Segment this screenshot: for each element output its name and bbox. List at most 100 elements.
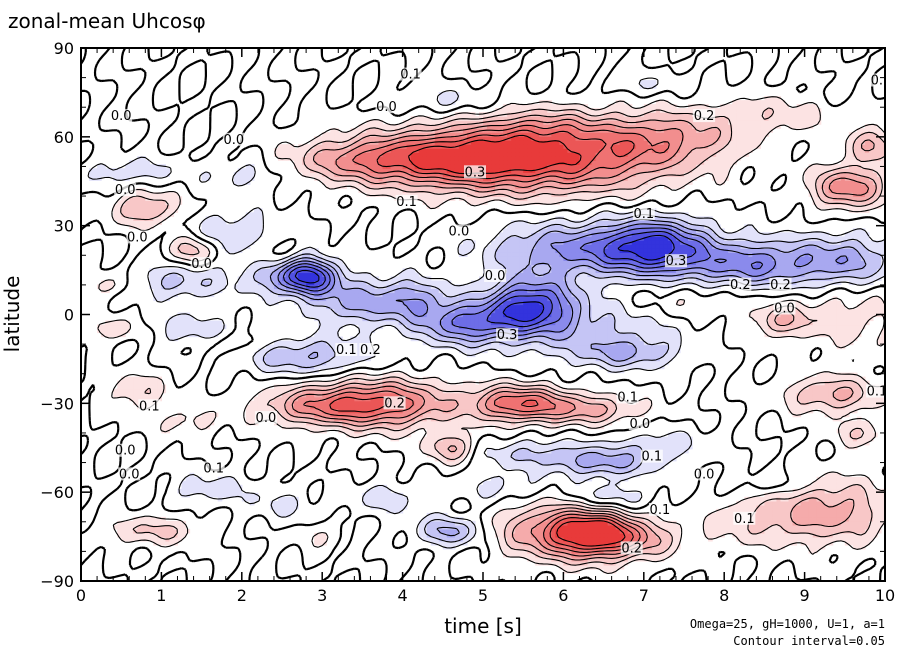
shade-cell — [800, 408, 806, 414]
shade-cell — [800, 496, 806, 502]
shade-cell — [366, 496, 372, 502]
shade-cell — [651, 436, 657, 442]
shade-cell — [800, 528, 806, 534]
shade-cell — [205, 488, 211, 494]
shade-cell — [579, 336, 585, 342]
shade-cell — [800, 316, 806, 322]
shade-cell — [362, 312, 368, 318]
shade-cell — [362, 332, 368, 338]
shade-cell — [141, 536, 146, 542]
shade-cell — [511, 524, 516, 530]
shade-cell — [503, 456, 508, 462]
shade-cell — [627, 316, 633, 322]
shade-cell — [322, 324, 327, 330]
shade-cell — [607, 528, 613, 534]
shade-cell — [563, 504, 569, 510]
shade-cell — [370, 420, 376, 426]
shade-cell — [523, 440, 528, 446]
shade-cell — [800, 492, 806, 498]
shade-cell — [318, 320, 323, 326]
shade-cell — [635, 520, 641, 526]
shade-cell — [462, 420, 468, 426]
shade-cell — [426, 392, 432, 398]
shade-cell — [627, 348, 633, 354]
shade-cell — [310, 336, 315, 342]
shade-cell — [515, 452, 520, 458]
shade-cell — [599, 392, 605, 398]
shade-cell — [575, 416, 581, 422]
shade-cell — [241, 492, 247, 498]
shade-cell — [655, 548, 661, 554]
shade-cell — [651, 556, 657, 562]
shade-cell — [820, 504, 826, 510]
shade-cell — [483, 416, 488, 422]
shade-cell — [414, 404, 420, 410]
shade-cell — [752, 528, 757, 534]
shade-cell — [165, 332, 171, 338]
shade-cell — [824, 520, 830, 526]
shade-cell — [366, 400, 372, 406]
shade-cell — [499, 480, 504, 486]
shade-cell — [205, 412, 211, 418]
shade-cell — [495, 404, 500, 410]
shade-cell — [410, 392, 416, 398]
shade-cell — [615, 448, 621, 454]
shade-cell — [173, 520, 179, 526]
shade-cell — [165, 540, 171, 546]
shade-cell — [659, 556, 665, 562]
shade-cell — [740, 528, 745, 534]
shade-cell — [507, 520, 512, 526]
shade-cell — [808, 328, 814, 334]
shade-cell — [804, 532, 810, 538]
shade-cell — [442, 540, 448, 546]
shade-cell — [836, 372, 842, 378]
shade-cell — [615, 440, 621, 446]
shade-cell — [286, 392, 291, 398]
shade-cell — [816, 396, 822, 402]
shade-cell — [824, 404, 830, 410]
shade-cell — [595, 564, 601, 570]
shade-cell — [571, 504, 577, 510]
shade-cell — [872, 508, 878, 514]
shade-cell — [314, 360, 319, 366]
shade-cell — [430, 404, 436, 410]
shade-cell — [366, 388, 372, 394]
shade-cell — [450, 312, 456, 318]
shade-cell — [209, 416, 215, 422]
shade-cell — [599, 528, 605, 534]
shade-cell — [599, 320, 605, 326]
shade-cell — [643, 348, 649, 354]
shade-cell — [559, 532, 564, 538]
shade-cell — [350, 420, 355, 426]
shade-cell — [374, 376, 380, 382]
shade-cell — [563, 552, 569, 558]
shade-cell — [221, 484, 227, 490]
shade-cell — [607, 324, 613, 330]
shade-cell — [394, 508, 400, 514]
shade-cell — [422, 320, 428, 326]
shade-cell — [772, 524, 778, 530]
shade-cell — [458, 440, 464, 446]
shade-cell — [704, 524, 709, 530]
shade-cell — [402, 392, 408, 398]
shade-cell — [836, 512, 842, 518]
shade-cell — [599, 452, 605, 458]
shade-cell — [764, 508, 770, 514]
shade-cell — [820, 404, 826, 410]
shade-cell — [788, 328, 794, 334]
shade-cell — [523, 448, 528, 454]
shade-cell — [205, 492, 211, 498]
shade-cell — [828, 484, 834, 490]
shade-cell — [732, 528, 737, 534]
shade-cell — [527, 552, 532, 558]
shade-cell — [563, 448, 569, 454]
shade-cell — [249, 400, 255, 406]
shade-cell — [848, 476, 854, 482]
shade-cell — [314, 336, 319, 342]
shade-cell — [844, 504, 850, 510]
shade-cell — [410, 308, 416, 314]
shade-cell — [623, 492, 629, 498]
shade-cell — [611, 416, 617, 422]
shade-cell — [113, 328, 118, 334]
shade-cell — [229, 476, 235, 482]
